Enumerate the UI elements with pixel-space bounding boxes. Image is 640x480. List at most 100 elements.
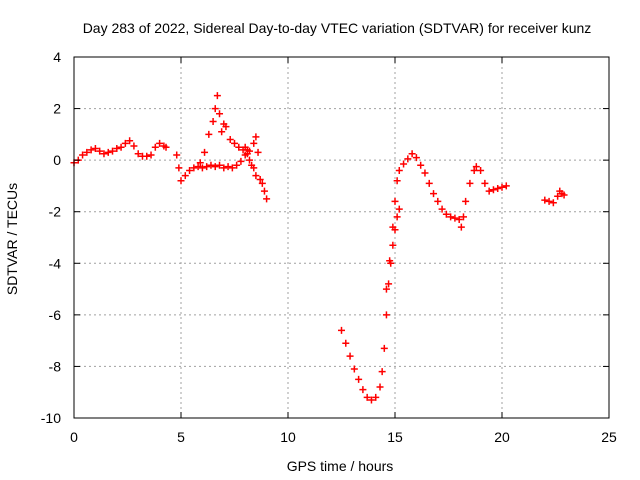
data-point [459, 213, 467, 221]
data-point [218, 128, 226, 136]
data-point [126, 137, 134, 145]
data-point [222, 123, 230, 131]
data-point [457, 223, 465, 231]
data-point [194, 163, 202, 171]
data-point [489, 186, 497, 194]
data-point [91, 145, 99, 153]
data-point [130, 142, 138, 150]
data-point [83, 148, 91, 156]
data-point [260, 187, 268, 195]
data-point [466, 179, 474, 187]
data-point [245, 147, 253, 155]
data-point [113, 145, 121, 153]
x-tick-label: 5 [177, 429, 185, 445]
data-point [207, 161, 215, 169]
data-point [237, 157, 245, 165]
data-point [156, 139, 164, 147]
data-point [346, 352, 354, 360]
data-point [151, 143, 159, 151]
data-point [233, 161, 241, 169]
data-point [393, 177, 401, 185]
data-point [211, 163, 219, 171]
data-point [393, 213, 401, 221]
data-point [359, 386, 367, 394]
data-point [355, 375, 363, 383]
data-point [96, 147, 104, 155]
data-point [451, 214, 459, 222]
data-point [376, 383, 384, 391]
data-point [485, 187, 493, 195]
data-point [175, 164, 183, 172]
data-point [560, 191, 568, 199]
data-point [250, 139, 258, 147]
data-point [224, 163, 232, 171]
data-point [342, 339, 350, 347]
data-point [434, 197, 442, 205]
data-point [389, 223, 397, 231]
data-point [205, 130, 213, 138]
x-tick-label: 25 [601, 429, 617, 445]
data-point [245, 156, 253, 164]
data-point [226, 136, 234, 144]
data-point [173, 151, 181, 159]
data-point [186, 166, 194, 174]
data-point [400, 160, 408, 168]
data-point [213, 92, 221, 100]
data-point [338, 326, 345, 334]
data-point [541, 196, 549, 204]
data-point [438, 205, 446, 213]
data-point [549, 199, 557, 207]
data-point [201, 148, 209, 156]
x-tick-label: 10 [280, 429, 296, 445]
data-point [350, 365, 358, 373]
data-point [412, 154, 420, 162]
data-point [417, 161, 425, 169]
grid-lines [74, 57, 609, 418]
data-point [216, 110, 224, 118]
data-point [382, 285, 390, 293]
data-point [442, 210, 450, 218]
x-tick-label: 15 [387, 429, 403, 445]
data-point [258, 179, 266, 187]
data-point [470, 166, 478, 174]
y-tick-label: -6 [49, 307, 62, 323]
data-point [220, 164, 228, 172]
data-point [378, 368, 386, 376]
data-point [263, 195, 271, 203]
data-point [104, 148, 112, 156]
y-tick-label: -8 [49, 358, 62, 374]
data-point [177, 177, 185, 185]
data-point [100, 150, 108, 158]
data-point [395, 205, 403, 213]
data-point [198, 164, 206, 172]
data-point [252, 133, 260, 141]
data-point [404, 155, 412, 163]
data-point [545, 197, 553, 205]
data-point [109, 147, 117, 155]
data-point [216, 161, 224, 169]
data-point [256, 175, 264, 183]
y-tick-label: -2 [49, 204, 62, 220]
chart-title: Day 283 of 2022, Sidereal Day-to-day VTE… [83, 20, 592, 36]
data-point [481, 179, 489, 187]
data-point [235, 143, 243, 151]
y-tick-label: -10 [41, 410, 61, 426]
data-point [241, 143, 249, 151]
axis-ticks: 0 5 10 15 20 25 -10 -8 -6 -4 -2 0 2 4 [41, 49, 617, 445]
data-point [421, 169, 429, 177]
data-point [380, 344, 388, 352]
data-point [196, 159, 204, 167]
series-sdtvar [70, 92, 568, 404]
data-point [190, 164, 198, 172]
data-point [455, 215, 463, 223]
y-tick-label: -4 [49, 255, 62, 271]
y-tick-label: 2 [53, 101, 61, 117]
data-point [498, 183, 506, 191]
data-point [117, 143, 125, 151]
data-point [447, 213, 455, 221]
data-point [389, 241, 397, 249]
data-point [181, 172, 189, 180]
data-point [472, 163, 480, 171]
x-axis-label: GPS time / hours [287, 458, 394, 474]
